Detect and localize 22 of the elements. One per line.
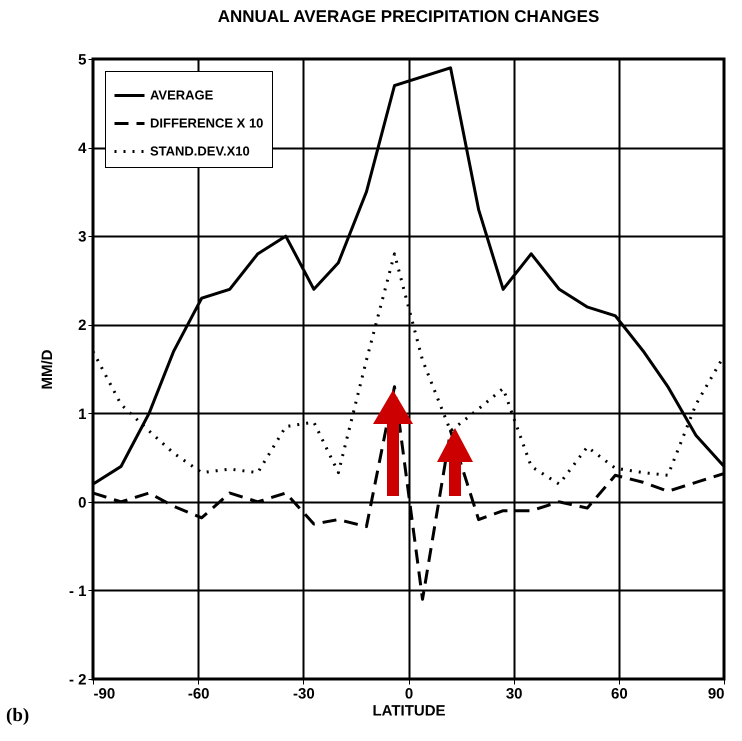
x-tick-label: 60 <box>610 686 628 702</box>
y-tick-label: 5 <box>78 52 86 68</box>
y-axis-title: MM/D <box>38 349 56 390</box>
y-tick-label: - 2 <box>68 672 86 688</box>
y-tick-label: 2 <box>78 317 86 334</box>
chart-title: ANNUAL AVERAGE PRECIPITATION CHANGES <box>218 7 600 26</box>
x-tick-label: -90 <box>94 686 116 702</box>
legend-label: DIFFERENCE X 10 <box>150 116 264 130</box>
y-tick-label: 4 <box>78 140 88 158</box>
y-tick-label: 0 <box>78 494 86 512</box>
legend-label: STAND.DEV.X10 <box>150 144 250 158</box>
y-tick-label: 1 <box>78 406 86 423</box>
x-tick-label: 90 <box>708 686 724 702</box>
x-tick-label: -30 <box>292 686 315 702</box>
y-tick-label: - 1 <box>68 582 86 600</box>
y-tick-label: 3 <box>78 228 86 246</box>
x-tick-label: -60 <box>188 686 210 702</box>
x-axis-title: LATITUDE <box>372 702 446 720</box>
x-tick-label: 30 <box>506 686 523 702</box>
x-tick-label: 0 <box>404 686 414 702</box>
legend-label: AVERAGE <box>150 88 214 102</box>
text: (b) <box>6 705 30 727</box>
